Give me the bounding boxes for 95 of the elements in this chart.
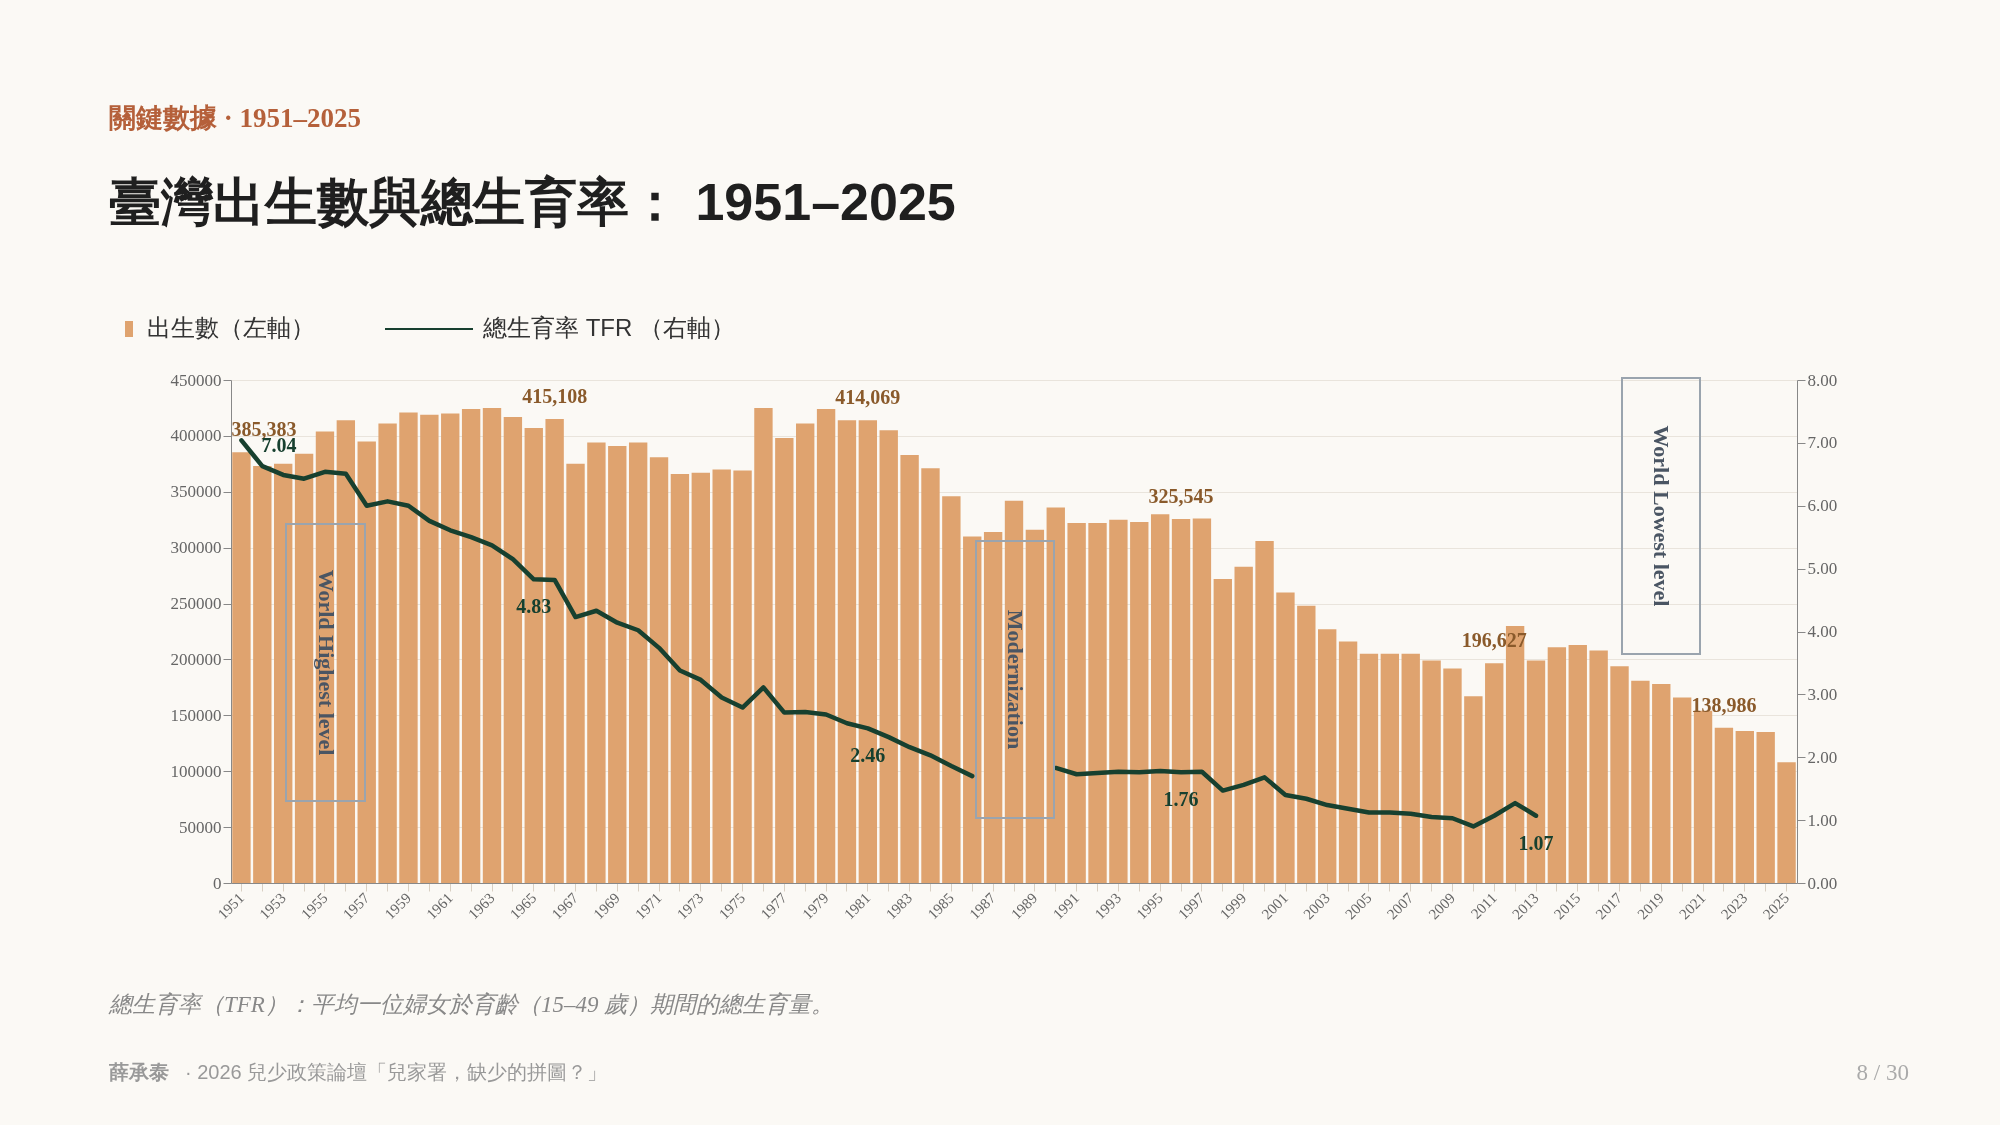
- bar: [1735, 730, 1754, 883]
- bar: [1276, 592, 1295, 883]
- bar: [294, 453, 314, 883]
- y2-tick-label: 5.00: [1807, 559, 1838, 579]
- annotation: World Highest level: [313, 569, 339, 756]
- data-label: 325,545: [1148, 485, 1214, 508]
- y-tick-label: 400000: [170, 426, 222, 446]
- bar: [253, 466, 272, 883]
- bar: [1464, 696, 1483, 883]
- bar: [1130, 521, 1149, 883]
- bar: [1088, 523, 1107, 883]
- y2-tick-label: 7.00: [1807, 433, 1838, 453]
- bar: [1025, 529, 1045, 883]
- legend-label: 出生數（左軸）: [147, 314, 315, 341]
- bar: [1589, 650, 1608, 883]
- bar: [1568, 644, 1587, 883]
- y-tick-label: 450000: [170, 370, 222, 390]
- bar: [816, 409, 836, 883]
- bar: [399, 412, 418, 883]
- bar: [733, 470, 752, 883]
- bar: [754, 407, 773, 883]
- bar: [921, 468, 940, 883]
- bar: [942, 496, 961, 883]
- bar: [1067, 523, 1086, 883]
- x-tick-label: 1991: [1049, 889, 1083, 923]
- bar: [482, 407, 502, 883]
- bar: [1485, 663, 1504, 883]
- y-tick-label: 100000: [170, 761, 222, 781]
- y2-tick-label: 4.00: [1807, 622, 1838, 641]
- y-tick-label: 150000: [170, 705, 222, 725]
- y-tick-label: 300000: [170, 538, 222, 558]
- bar: [1714, 727, 1734, 883]
- bar: [1652, 684, 1671, 883]
- x-tick-label: 2011: [1467, 889, 1500, 922]
- bar: [1234, 566, 1253, 883]
- bar: [649, 457, 669, 883]
- y2-tick-label: 2.00: [1807, 747, 1838, 767]
- bar: [1255, 540, 1274, 883]
- text: 8 / 30: [1856, 1060, 1909, 1085]
- bar: [900, 454, 919, 883]
- y-tick-label: 350000: [170, 482, 222, 502]
- y2-tick-label: 0.00: [1807, 873, 1838, 893]
- y2-tick-label: 1.00: [1807, 810, 1838, 830]
- y-tick-label: 50000: [179, 817, 222, 837]
- bar: [1213, 578, 1232, 883]
- x-tick-label: 1961: [423, 889, 456, 923]
- chart-title: 臺灣出生數與總生育率： 1951–2025: [109, 173, 956, 231]
- bar: [1401, 653, 1420, 883]
- bar: [1672, 697, 1692, 883]
- bar: [420, 414, 439, 883]
- bar: [336, 420, 356, 883]
- bar: [1443, 668, 1462, 883]
- data-label: 414,069: [835, 386, 901, 409]
- bar: [1631, 680, 1650, 883]
- bar: [1109, 519, 1128, 883]
- bar: [587, 442, 606, 883]
- bar: [628, 442, 648, 883]
- bar: [441, 413, 460, 883]
- y2-tick-label: 8.00: [1807, 370, 1838, 390]
- y-tick-label: 250000: [170, 594, 222, 614]
- data-label: 415,108: [522, 385, 588, 407]
- bar: [1338, 641, 1358, 883]
- bar: [566, 463, 585, 883]
- text: 總生育率（TFR）：平均一位婦女於育齡（15–49 歲）期間的總生育量。: [108, 992, 835, 1017]
- x-tick-label: 1953: [256, 889, 289, 923]
- chart-subtitle: 關鍵數據 · 1951–2025: [109, 103, 362, 133]
- bar: [232, 452, 251, 883]
- legend-label: 總生育率 TFR （右軸）: [482, 314, 735, 341]
- bar: [775, 438, 794, 883]
- bar: [1422, 660, 1441, 883]
- text: 薛承泰: [108, 1061, 169, 1083]
- bar: [691, 472, 710, 883]
- bar: [712, 469, 731, 883]
- y2-tick-label: 3.00: [1807, 684, 1838, 704]
- annotation: Modernization: [1003, 609, 1028, 750]
- bar: [461, 409, 481, 883]
- bar: [983, 532, 1003, 883]
- bar: [1610, 666, 1629, 883]
- annotation: World Lowest level: [1649, 425, 1674, 607]
- bar: [796, 423, 815, 883]
- bar: [1359, 653, 1379, 883]
- y-tick-label: 200000: [170, 649, 222, 669]
- x-tick-label: 1981: [840, 889, 874, 923]
- data-label: 138,986: [1691, 693, 1757, 716]
- text: · 2026 兒少政策論壇「兒家署，缺少的拼圖？」: [185, 1061, 608, 1083]
- y2-tick-label: 6.00: [1807, 496, 1838, 516]
- x-tick-label: 1971: [632, 889, 665, 923]
- bar: [1777, 762, 1796, 883]
- bar: [1756, 732, 1775, 883]
- bar: [1297, 605, 1316, 883]
- bar: [1380, 653, 1400, 883]
- bar: [608, 445, 627, 883]
- bar: [378, 423, 397, 883]
- bar: [1318, 629, 1337, 883]
- bar: [670, 473, 690, 883]
